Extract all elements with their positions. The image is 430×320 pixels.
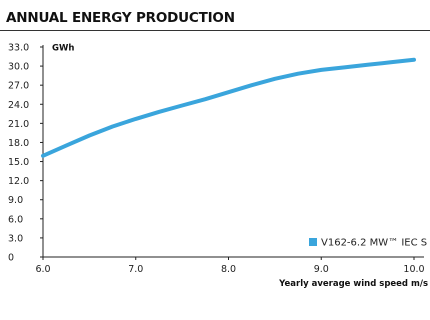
chart-title: ANNUAL ENERGY PRODUCTION xyxy=(6,10,235,26)
data-point xyxy=(181,104,183,107)
data-point xyxy=(42,155,44,157)
data-point xyxy=(227,91,230,93)
y-tick-label: 12.0 xyxy=(8,176,29,187)
data-point xyxy=(204,98,207,100)
y-tick-label: 33.0 xyxy=(8,43,29,54)
data-point xyxy=(134,118,137,120)
data-point xyxy=(111,125,114,128)
y-tick-label: 27.0 xyxy=(8,81,29,92)
legend-label: V162-6.2 MW™ IEC S xyxy=(321,238,427,249)
x-tick-label: 8.0 xyxy=(221,264,236,275)
title-divider xyxy=(0,30,430,31)
data-point xyxy=(390,61,392,64)
y-tick-label: 21.0 xyxy=(8,119,29,130)
data-point xyxy=(366,64,369,66)
data-point xyxy=(274,78,276,80)
series-line xyxy=(41,57,416,158)
x-tick-label: 10.0 xyxy=(403,264,424,275)
data-point xyxy=(65,144,67,147)
data-point xyxy=(297,72,299,75)
data-point xyxy=(343,66,346,69)
x-axis-label: Yearly average wind speed m/s xyxy=(278,279,428,289)
y-axis-label: GWh xyxy=(52,44,74,54)
data-point xyxy=(158,111,160,113)
y-tick-label: 18.0 xyxy=(8,138,29,149)
y-tick-label: 15.0 xyxy=(8,157,29,168)
y-tick-label: 6.0 xyxy=(8,214,23,225)
data-point xyxy=(88,134,91,137)
data-point xyxy=(250,84,253,86)
y-tick-label: 0 xyxy=(8,253,14,264)
y-tick-label: 24.0 xyxy=(8,100,29,111)
x-tick-label: 6.0 xyxy=(35,264,50,275)
y-tick-label: 3.0 xyxy=(8,233,23,244)
y-tick-label: 30.0 xyxy=(8,62,29,73)
data-point xyxy=(320,69,323,71)
x-tick-label: 9.0 xyxy=(314,264,329,275)
y-tick-label: 9.0 xyxy=(8,195,23,206)
data-point xyxy=(413,58,415,61)
x-tick-label: 7.0 xyxy=(128,264,143,275)
legend-swatch xyxy=(309,238,317,246)
